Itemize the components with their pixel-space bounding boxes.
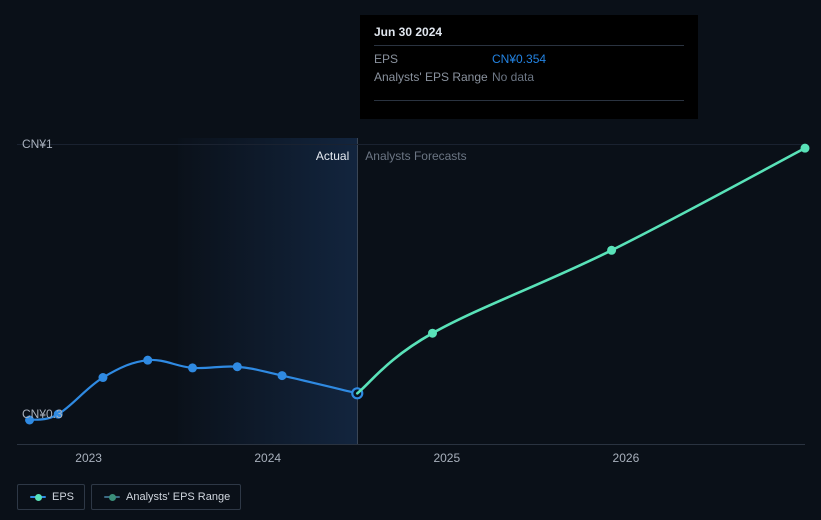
series-marker-eps_actual — [278, 371, 287, 380]
legend-item-eps[interactable]: EPS — [17, 484, 85, 510]
x-tick-label: 2026 — [613, 451, 640, 465]
legend-swatch-icon — [102, 493, 118, 501]
x-tick-label: 2023 — [75, 451, 102, 465]
chart-tooltip: Jun 30 2024 EPS CN¥0.354 Analysts' EPS R… — [360, 15, 698, 119]
tooltip-key: Analysts' EPS Range — [374, 70, 492, 84]
tooltip-separator — [374, 100, 684, 101]
chart-legend: EPS Analysts' EPS Range — [17, 484, 241, 510]
series-marker-eps_actual — [98, 373, 107, 382]
y-tick-label: CN¥0.3 — [22, 407, 63, 421]
x-tick-label: 2025 — [433, 451, 460, 465]
series-marker-eps_actual — [188, 363, 197, 372]
series-marker-eps_actual — [233, 362, 242, 371]
legend-label: Analysts' EPS Range — [126, 491, 230, 503]
x-tick-label: 2024 — [254, 451, 281, 465]
x-axis — [17, 444, 805, 445]
tooltip-date: Jun 30 2024 — [374, 25, 684, 46]
series-marker-eps_forecast — [428, 329, 437, 338]
y-tick-label: CN¥1 — [22, 137, 53, 151]
series-line-eps_forecast — [357, 148, 805, 393]
tooltip-key: EPS — [374, 52, 492, 66]
legend-dot-icon — [35, 494, 42, 501]
tooltip-value-range: No data — [492, 70, 684, 84]
legend-dot-icon — [109, 494, 116, 501]
legend-item-eps-range[interactable]: Analysts' EPS Range — [91, 484, 241, 510]
chart-area[interactable]: Actual Analysts Forecasts 20232024202520… — [17, 125, 805, 445]
series-marker-eps_forecast — [801, 144, 810, 153]
tooltip-value-eps: CN¥0.354 — [492, 52, 684, 66]
series-marker-eps_forecast — [607, 246, 616, 255]
series-marker-eps_actual — [143, 356, 152, 365]
tooltip-row-range: Analysts' EPS Range No data — [374, 68, 684, 86]
chart-svg — [17, 125, 805, 445]
tooltip-row-eps: EPS CN¥0.354 — [374, 50, 684, 68]
legend-swatch-icon — [28, 493, 44, 501]
plot-area: Actual Analysts Forecasts 20232024202520… — [17, 125, 805, 445]
legend-label: EPS — [52, 491, 74, 503]
